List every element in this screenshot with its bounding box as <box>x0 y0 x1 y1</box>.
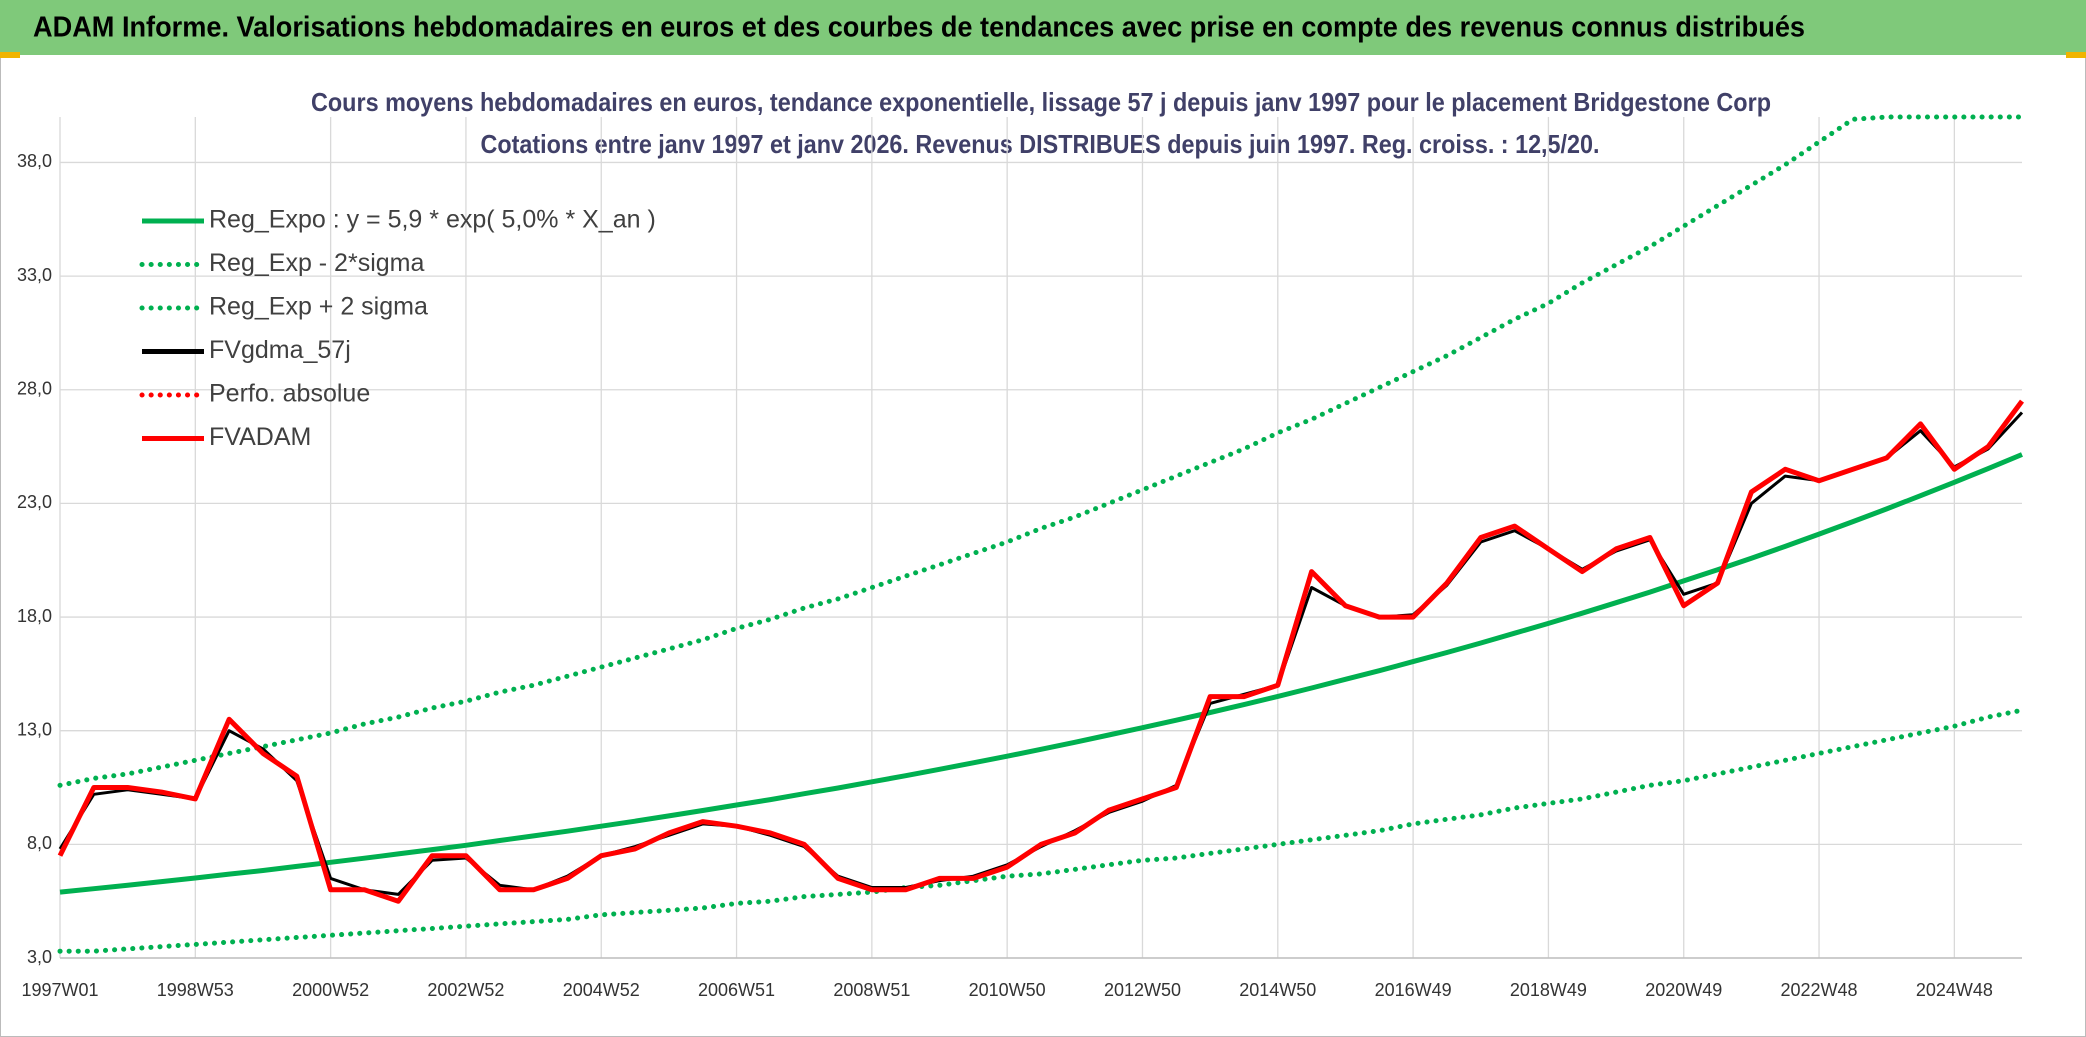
y-tick-label: 23,0 <box>17 492 52 512</box>
series-line <box>57 114 2025 788</box>
legend-label: Reg_Exp - 2*sigma <box>209 249 424 277</box>
y-tick-label: 38,0 <box>17 151 52 171</box>
y-tick-label: 13,0 <box>17 719 52 739</box>
x-tick-label: 2002W52 <box>427 980 504 1000</box>
legend-label: FVgdma_57j <box>209 336 351 364</box>
x-tick-label: 2016W49 <box>1375 980 1452 1000</box>
x-tick-label: 2024W48 <box>1916 980 1993 1000</box>
x-tick-label: 2004W52 <box>563 980 640 1000</box>
chart-title: Cours moyens hebdomadaires en euros, ten… <box>311 87 1771 117</box>
legend-label: Perfo. absolue <box>209 380 370 408</box>
x-tick-label: 2008W51 <box>833 980 910 1000</box>
x-tick-label: 2006W51 <box>698 980 775 1000</box>
corner-mark <box>0 52 20 58</box>
y-tick-label: 33,0 <box>17 265 52 285</box>
header-title: ADAM Informe. Valorisations hebdomadaire… <box>33 12 1805 44</box>
y-tick-label: 28,0 <box>17 379 52 399</box>
x-tick-label: 2020W49 <box>1645 980 1722 1000</box>
legend-label: Reg_Expo : y = 5,9 * exp( 5,0% * X_an ) <box>209 206 656 234</box>
x-tick-label: 2014W50 <box>1239 980 1316 1000</box>
x-tick-label: 1997W01 <box>21 980 98 1000</box>
x-tick-label: 2012W50 <box>1104 980 1181 1000</box>
y-tick-label: 3,0 <box>27 947 52 967</box>
y-tick-label: 8,0 <box>27 833 52 853</box>
x-tick-label: 1998W53 <box>157 980 234 1000</box>
series-line <box>57 399 2025 904</box>
header-bar <box>0 0 2086 55</box>
series-line <box>57 707 2025 954</box>
x-tick-label: 2018W49 <box>1510 980 1587 1000</box>
chart-subtitle: Cotations entre janv 1997 et janv 2026. … <box>481 129 1600 159</box>
x-tick-label: 2010W50 <box>969 980 1046 1000</box>
corner-mark <box>2066 52 2086 58</box>
x-tick-label: 2000W52 <box>292 980 369 1000</box>
y-tick-label: 18,0 <box>17 606 52 626</box>
series-line <box>59 452 2023 895</box>
legend-label: Reg_Exp + 2 sigma <box>209 293 428 321</box>
legend-label: FVADAM <box>209 423 311 451</box>
x-tick-label: 2022W48 <box>1781 980 1858 1000</box>
